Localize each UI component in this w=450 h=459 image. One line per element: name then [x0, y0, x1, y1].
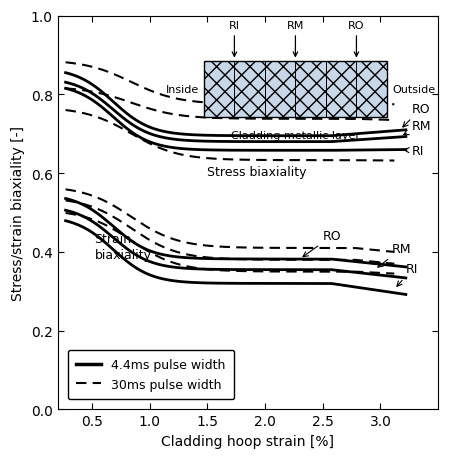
Text: Stress biaxiality: Stress biaxiality	[207, 165, 307, 178]
X-axis label: Cladding hoop strain [%]: Cladding hoop strain [%]	[162, 434, 334, 448]
Text: RM: RM	[404, 120, 431, 135]
Legend: 4.4ms pulse width, 30ms pulse width: 4.4ms pulse width, 30ms pulse width	[68, 350, 234, 399]
Text: RO: RO	[403, 103, 430, 128]
Text: RO: RO	[303, 230, 342, 257]
Y-axis label: Stress/strain biaxiality [-]: Stress/strain biaxiality [-]	[11, 126, 25, 300]
Text: RI: RI	[397, 263, 418, 287]
Text: RI: RI	[404, 145, 424, 158]
Text: Strain
biaxiality: Strain biaxiality	[94, 232, 152, 261]
Text: RM: RM	[378, 242, 411, 268]
